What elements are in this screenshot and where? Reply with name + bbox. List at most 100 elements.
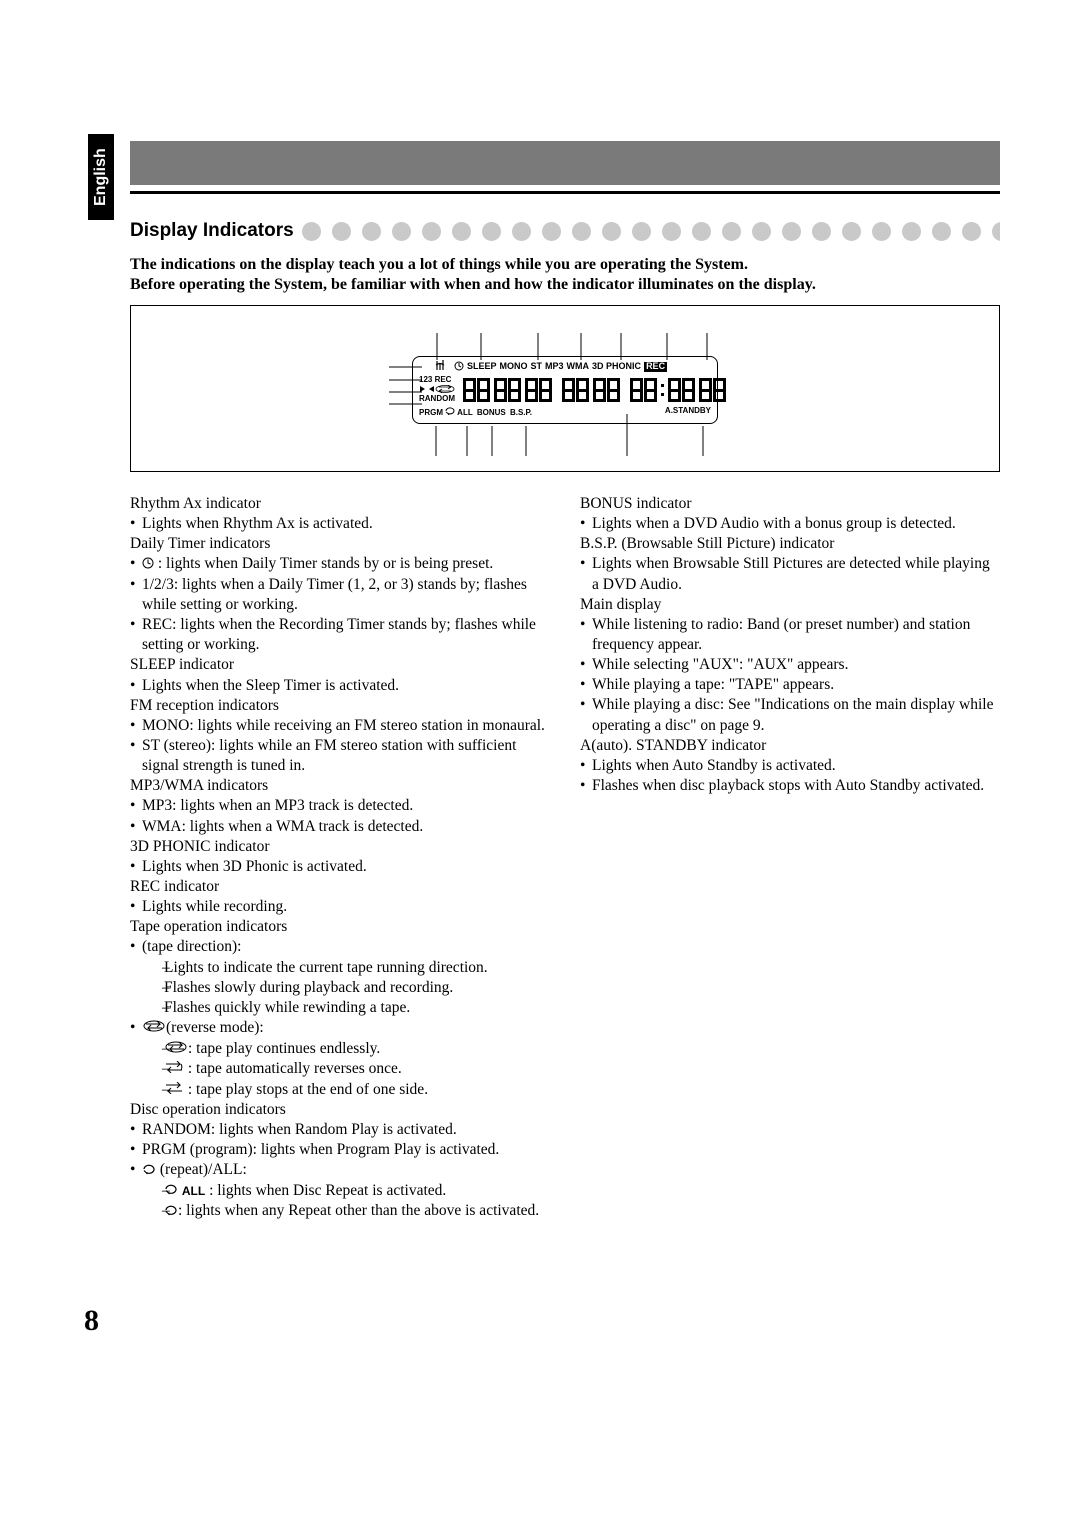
clock-icon xyxy=(142,555,154,575)
segment-pair-2 xyxy=(494,378,521,402)
intro-text: The indications on the display teach you… xyxy=(130,255,1000,295)
repeat-all-icon xyxy=(164,1181,178,1201)
disc-r1-all: ALL xyxy=(182,1184,205,1198)
mp3-b1: MP3: lights when an MP3 track is detecte… xyxy=(130,796,550,816)
rec-label: REC xyxy=(644,362,667,372)
tape-s2: Flashes slowly during playback and recor… xyxy=(152,978,550,998)
display-row1: SLEEP MONO ST MP3 WMA 3D PHONIC REC xyxy=(419,361,711,373)
random-label: RANDOM xyxy=(419,395,459,403)
bsp-label: B.S.P. xyxy=(510,408,532,417)
tape-b2: (reverse mode): xyxy=(130,1018,550,1039)
display-left-block: 123 REC RANDOM xyxy=(419,376,459,403)
disc-r2: : lights when any Repeat other than the … xyxy=(152,1201,550,1222)
repeat-icon xyxy=(445,408,457,417)
segment-pair-6 xyxy=(630,378,657,402)
astandby-b2: Flashes when disc playback stops with Au… xyxy=(580,776,1000,796)
disc-r1-text: : lights when Disc Repeat is activated. xyxy=(205,1182,446,1199)
main-b1: While listening to radio: Band (or prese… xyxy=(580,615,1000,655)
main-b4: While playing a disc: See "Indications o… xyxy=(580,695,1000,735)
st-label: ST xyxy=(531,362,543,372)
display-row4: PRGM ALL BONUS B.S.P. A.STANDBY xyxy=(419,407,711,417)
section-title-row: Display Indicators xyxy=(130,220,1000,242)
tape-s3: Flashes quickly while rewinding a tape. xyxy=(152,998,550,1018)
reverse-once-icon xyxy=(164,1059,184,1079)
tape-b1: (tape direction): xyxy=(130,937,550,957)
bsp-b1: Lights when Browsable Still Pictures are… xyxy=(580,554,1000,594)
wma-label: WMA xyxy=(567,362,590,372)
daily-title: Daily Timer indicators xyxy=(130,534,550,554)
intro-line1: The indications on the display teach you… xyxy=(130,255,1000,275)
header-grey-bar xyxy=(130,141,1000,185)
daily-b3: REC: lights when the Recording Timer sta… xyxy=(130,615,550,655)
reverse-oneside-icon xyxy=(164,1080,184,1100)
main-title: Main display xyxy=(580,595,1000,615)
phonic-title: 3D PHONIC indicator xyxy=(130,837,550,857)
bonus-label: BONUS xyxy=(477,408,506,417)
phonic-b1: Lights when 3D Phonic is activated. xyxy=(130,857,550,877)
all-label: ALL xyxy=(457,408,472,417)
intro-line2: Before operating the System, be familiar… xyxy=(130,275,1000,295)
tape-r3-text: : tape play stops at the end of one side… xyxy=(184,1081,428,1098)
recind-title: REC indicator xyxy=(130,877,550,897)
sleep-title: SLEEP indicator xyxy=(130,655,550,675)
astandby-b1: Lights when Auto Standby is activated. xyxy=(580,756,1000,776)
left-column: Rhythm Ax indicator Lights when Rhythm A… xyxy=(130,494,550,1222)
disc-b2: PRGM (program): lights when Program Play… xyxy=(130,1140,550,1160)
fm-title: FM reception indicators xyxy=(130,696,550,716)
astandby-label: A.STANDBY xyxy=(665,407,711,417)
disc-b3-text: (repeat)/ALL: xyxy=(156,1161,247,1178)
rhythm-b1: Lights when Rhythm Ax is activated. xyxy=(130,514,550,534)
sleep-b1: Lights when the Sleep Timer is activated… xyxy=(130,676,550,696)
bonus-title: BONUS indicator xyxy=(580,494,1000,514)
disc-r1: ALL : lights when Disc Repeat is activat… xyxy=(152,1181,550,1202)
fm-b2: ST (stereo): lights while an FM stereo s… xyxy=(130,736,550,776)
header-rule xyxy=(130,191,1000,194)
segment-pair-4 xyxy=(562,378,589,402)
tape-title: Tape operation indicators xyxy=(130,917,550,937)
phonic-label: 3D PHONIC xyxy=(592,362,641,372)
language-tab: English xyxy=(88,134,114,220)
repeat-icon xyxy=(142,1161,156,1181)
repeat-icon xyxy=(164,1202,178,1222)
daily-b1: : lights when Daily Timer stands by or i… xyxy=(130,554,550,575)
rhythm-ax-icon xyxy=(435,360,445,374)
daily-b2: 1/2/3: lights when a Daily Timer (1, 2, … xyxy=(130,575,550,615)
disc-r2-text: : lights when any Repeat other than the … xyxy=(178,1202,539,1219)
rhythm-title: Rhythm Ax indicator xyxy=(130,494,550,514)
main-b2: While selecting "AUX": "AUX" appears. xyxy=(580,655,1000,675)
mono-label: MONO xyxy=(500,362,528,372)
bsp-title: B.S.P. (Browsable Still Picture) indicat… xyxy=(580,534,1000,554)
daily-b1-text: : lights when Daily Timer stands by or i… xyxy=(154,555,493,572)
mp3-b2: WMA: lights when a WMA track is detected… xyxy=(130,817,550,837)
tape-r1-text: : tape play continues endlessly. xyxy=(188,1040,380,1057)
disc-b3: (repeat)/ALL: xyxy=(130,1160,550,1181)
fm-b1: MONO: lights while receiving an FM stere… xyxy=(130,716,550,736)
bonus-b1: Lights when a DVD Audio with a bonus gro… xyxy=(580,514,1000,534)
mp3-title: MP3/WMA indicators xyxy=(130,776,550,796)
segment-pair-5 xyxy=(593,378,620,402)
display-frame: SLEEP MONO ST MP3 WMA 3D PHONIC REC 123 … xyxy=(412,356,718,424)
section-title: Display Indicators xyxy=(130,220,294,242)
reverse-mode-icon xyxy=(142,1018,166,1038)
tape-s1: Lights to indicate the current tape runn… xyxy=(152,958,550,978)
disc-b1: RANDOM: lights when Random Play is activ… xyxy=(130,1120,550,1140)
tape-r3: : tape play stops at the end of one side… xyxy=(152,1080,550,1101)
sleep-label: SLEEP xyxy=(467,362,497,372)
display-row2: 123 REC RANDOM xyxy=(419,373,711,407)
clock-icon xyxy=(454,361,464,374)
segment-pair-8 xyxy=(699,378,726,402)
title-dots xyxy=(302,222,1000,241)
page-number: 8 xyxy=(84,1304,99,1338)
tape-r2: : tape automatically reverses once. xyxy=(152,1059,550,1080)
mp3-label: MP3 xyxy=(545,362,564,372)
display-diagram: SLEEP MONO ST MP3 WMA 3D PHONIC REC 123 … xyxy=(130,305,1000,472)
tape-r2-text: : tape automatically reverses once. xyxy=(184,1060,402,1077)
reverse-endless-icon xyxy=(164,1039,188,1059)
rec123-label: 123 REC xyxy=(419,376,459,384)
segment-pair-3 xyxy=(525,378,552,402)
disc-title: Disc operation indicators xyxy=(130,1100,550,1120)
right-column: BONUS indicator Lights when a DVD Audio … xyxy=(580,494,1000,1222)
segment-pair-1 xyxy=(463,378,490,402)
colon-separator xyxy=(661,384,664,396)
astandby-title: A(auto). STANDBY indicator xyxy=(580,736,1000,756)
